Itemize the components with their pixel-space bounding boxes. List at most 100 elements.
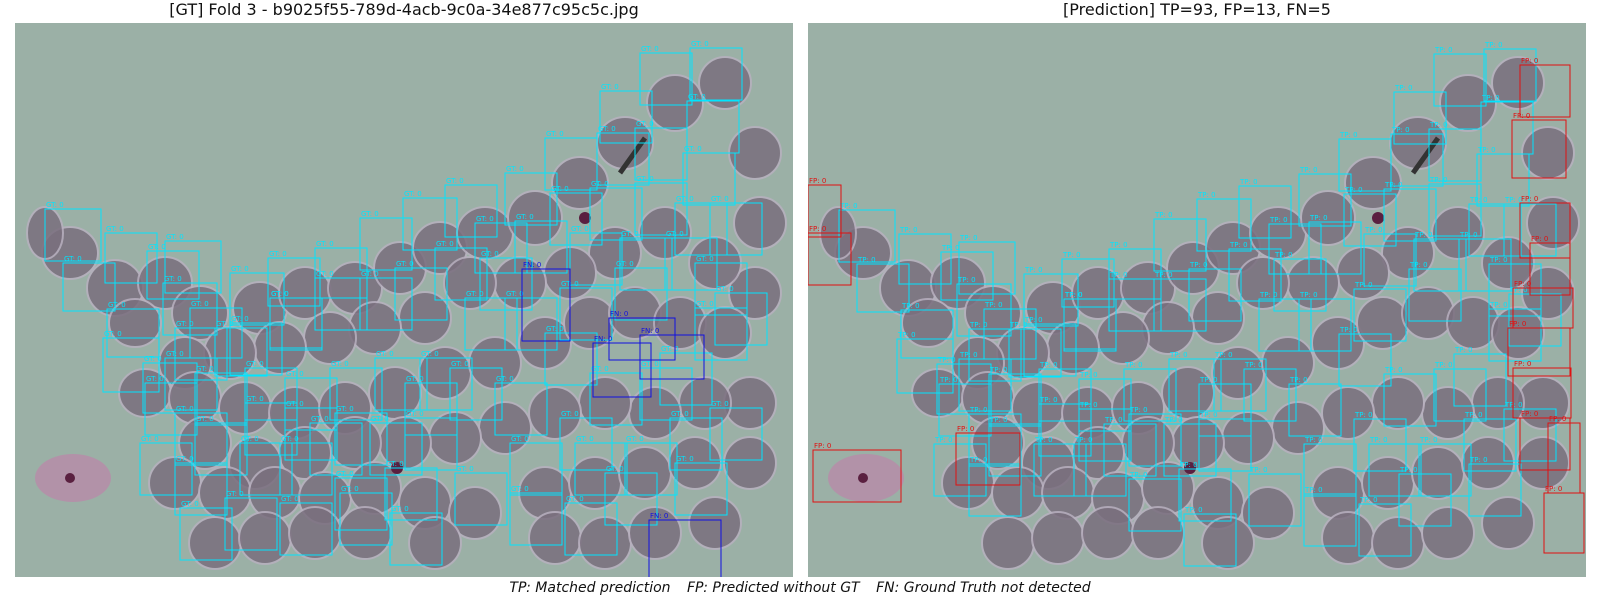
gt-box-label: GT: 0 [446, 177, 464, 185]
tp-box [1413, 238, 1467, 292]
red-blood-cell [971, 416, 1025, 470]
fp-box [1519, 417, 1571, 471]
fp-box [1507, 327, 1571, 377]
red-blood-cell [991, 466, 1045, 520]
tp-box-label: TP: 0 [1154, 211, 1173, 219]
red-blood-cell [1461, 436, 1515, 490]
tp-box [1183, 513, 1237, 567]
gt-box-label: GT: 0 [591, 180, 609, 188]
tp-box [1061, 258, 1115, 308]
tp-box [1123, 368, 1177, 422]
tp-box-label: TP: 0 [1304, 486, 1323, 494]
fn-box [592, 342, 652, 398]
red-blood-cell [1286, 256, 1340, 310]
red-blood-cell [1271, 401, 1325, 455]
tp-box-label: TP: 0 [1489, 301, 1508, 309]
fn-box-label: FN: 0 [610, 310, 628, 318]
gt-box-label: GT: 0 [511, 485, 529, 493]
red-blood-cell [1521, 126, 1575, 180]
tp-box-label: TP: 0 [1244, 361, 1263, 369]
tp-box-label: TP: 0 [1259, 291, 1278, 299]
tp-box [1196, 198, 1252, 252]
tp-box [1476, 153, 1530, 207]
tp-box [1418, 443, 1472, 497]
tp-box-label: TP: 0 [839, 202, 858, 210]
tp-box-label: TP: 0 [1229, 241, 1248, 249]
parasite-inclusion [1184, 462, 1196, 474]
tp-box [1008, 328, 1062, 378]
gt-box-label: GT: 0 [361, 210, 379, 218]
tp-box-label: TP: 0 [1339, 131, 1358, 139]
gt-box [479, 257, 533, 311]
gt-box-label: GT: 0 [688, 93, 706, 101]
gt-box-label: GT: 0 [176, 320, 194, 328]
gt-box [374, 357, 428, 411]
red-blood-cell [338, 506, 392, 560]
tp-box [1153, 218, 1207, 272]
gt-box-label: GT: 0 [216, 320, 234, 328]
tp-box [1213, 358, 1267, 412]
gt-box [624, 442, 678, 496]
red-blood-cell [507, 190, 563, 246]
red-blood-cell [1321, 386, 1375, 440]
gt-box-label: GT: 0 [246, 360, 264, 368]
gt-box-label: GT: 0 [336, 405, 354, 413]
tp-box [988, 373, 1042, 427]
tp-box-label: TP: 0 [1034, 436, 1053, 444]
red-blood-cell [698, 56, 752, 110]
fp-box [1543, 492, 1585, 554]
gt-box-label: GT: 0 [516, 213, 534, 221]
fp-box-label: FP: 0 [809, 177, 826, 185]
red-blood-cell [248, 466, 302, 520]
fn-box [639, 334, 705, 380]
fp-box-label: FP: 0 [814, 442, 831, 450]
tp-box-label: TP: 0 [1249, 466, 1268, 474]
red-blood-cell [551, 156, 609, 210]
tp-box-label: TP: 0 [1129, 471, 1148, 479]
tp-box [1163, 423, 1217, 477]
fn-box-label: FN: 0 [594, 335, 612, 343]
gt-box [574, 442, 628, 496]
tp-box-label: TP: 0 [1384, 181, 1403, 189]
red-blood-cell [108, 298, 162, 348]
tp-box [1228, 248, 1282, 302]
tp-box-label: TP: 0 [1039, 361, 1058, 369]
tp-box-label: TP: 0 [899, 226, 918, 234]
tp-box [1178, 468, 1232, 522]
gt-box-label: GT: 0 [684, 145, 702, 153]
gt-box-label: GT: 0 [506, 290, 524, 298]
fp-box-label: FP: 0 [1513, 112, 1530, 120]
red-blood-cell [901, 298, 955, 348]
gt-box-label: GT: 0 [636, 120, 654, 128]
gt-box [267, 257, 321, 307]
gt-box-label: GT: 0 [511, 435, 529, 443]
gt-box [509, 442, 563, 496]
gt-box-label: GT: 0 [271, 290, 289, 298]
fp-box [955, 432, 1021, 486]
tp-box-label: TP: 0 [1129, 406, 1148, 414]
fp-box-label: FP: 0 [1514, 360, 1531, 368]
gt-box [514, 220, 568, 274]
tp-box [1188, 268, 1242, 322]
tp-box [1488, 263, 1542, 317]
red-blood-cell [1300, 190, 1356, 246]
tp-box [1353, 288, 1407, 342]
tp-box [1033, 443, 1087, 497]
tp-box-label: TP: 0 [1079, 371, 1098, 379]
red-blood-cell [288, 506, 342, 560]
tp-box-label: TP: 0 [1304, 436, 1323, 444]
red-blood-cell [981, 516, 1035, 570]
tp-box-label: TP: 0 [939, 376, 958, 384]
tp-box [958, 241, 1016, 295]
gt-box [174, 327, 228, 381]
gt-box [404, 382, 458, 436]
gt-box-label: GT: 0 [246, 395, 264, 403]
gt-box [174, 412, 228, 466]
red-blood-cell [238, 511, 292, 565]
tp-box [1363, 233, 1417, 287]
tp-box-label: TP: 0 [1289, 376, 1308, 384]
red-blood-cell [1491, 56, 1545, 110]
tp-box-label: TP: 0 [1064, 291, 1083, 299]
gt-box-label: GT: 0 [691, 40, 709, 48]
gt-box [394, 267, 448, 321]
